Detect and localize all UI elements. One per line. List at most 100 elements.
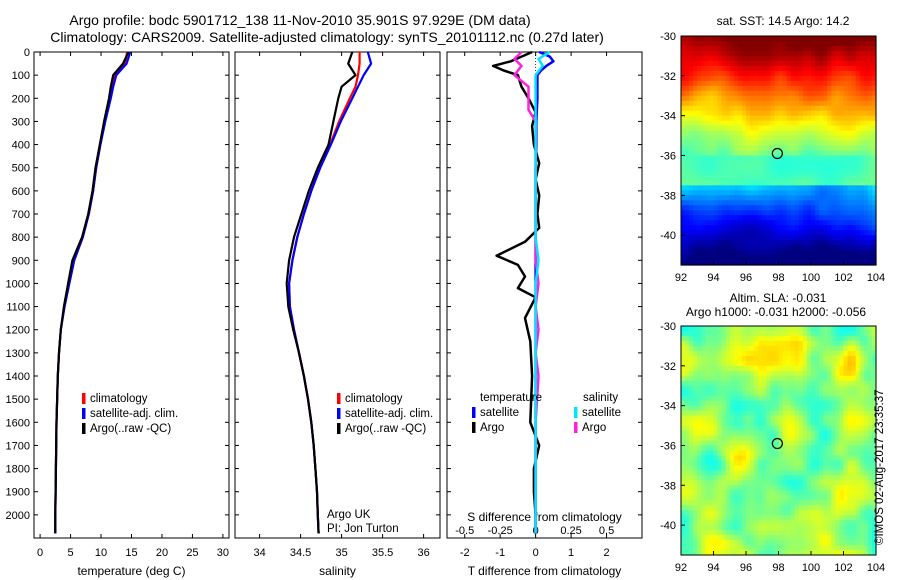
sla-map-cell [786, 435, 792, 442]
sla-map-cell [863, 465, 869, 471]
sla-map-cell [815, 326, 820, 332]
sst-map-cell [811, 255, 816, 261]
sst-map-cell [819, 200, 824, 206]
sla-map-cell [717, 480, 723, 486]
sst-map-cell [843, 36, 849, 42]
sla-map-cell [717, 460, 723, 466]
sst-map-cell [774, 235, 780, 241]
sla-map-cell [729, 515, 735, 521]
sla-map-cell [798, 345, 804, 352]
sst-map-cell [851, 160, 857, 167]
sla-map-cell [835, 485, 841, 491]
sla-map-cell [827, 355, 832, 362]
sst-map-cell [697, 155, 702, 162]
sst-map-cell [758, 40, 763, 47]
sla-map-cell [847, 390, 853, 397]
difference-temperature-argo-line [491, 50, 541, 534]
sla-map-cell [750, 360, 755, 367]
sst-map-cell [871, 205, 877, 211]
sst-map-cell [871, 100, 877, 107]
sst-map-cell [741, 40, 747, 47]
sst-map-cell [705, 195, 711, 201]
sst-map-cell [750, 55, 755, 62]
sst-map-cell [851, 185, 857, 191]
sst-map-cell [685, 235, 690, 241]
sla-map-cell [802, 445, 808, 452]
sst-map-cell [754, 75, 759, 82]
sla-map-cell [701, 525, 706, 531]
sst-map-cell [750, 260, 755, 266]
sst-map-cell [766, 135, 771, 142]
sst-map-cell [786, 50, 792, 57]
sla-map-cell [831, 445, 836, 452]
sla-map-cell [693, 500, 698, 506]
sst-map-cell [811, 50, 816, 57]
sst-map-cell [827, 85, 832, 92]
sla-map-cell [741, 520, 747, 526]
sla-map-cell [871, 375, 877, 382]
sla-map-cell [693, 430, 698, 437]
sla-map-cell [705, 465, 711, 471]
sst-map-cell [839, 195, 845, 201]
sst-map-cell [819, 95, 824, 102]
depth-ytick-label: 300 [12, 116, 30, 128]
depth-ytick-label: 1900 [6, 487, 30, 499]
sla-map-cell [701, 460, 706, 466]
sst-map-cell [827, 110, 832, 117]
sla-map-cell [733, 520, 739, 526]
sst-map-cell [713, 65, 719, 72]
salinity-climatology-line [288, 52, 361, 534]
sst-map-cell [725, 60, 731, 67]
sst-map-cell [823, 160, 828, 167]
sla-map-cell [794, 465, 800, 471]
sst-map-cell [713, 135, 719, 142]
sla-map-cell [754, 495, 759, 501]
sla-map-cell [839, 335, 845, 342]
sst-map-cell [725, 160, 731, 167]
sla-map-cell [754, 480, 759, 486]
sst-map-cell [725, 36, 731, 42]
sla-map-cell [863, 326, 869, 332]
sst-map-cell [790, 190, 796, 196]
sla-map-cell [774, 500, 780, 506]
temperature-xtick-label: 10 [95, 547, 107, 559]
sst-map-cell [713, 85, 719, 92]
sla-map-cell [733, 415, 739, 422]
sst-map-cell [778, 105, 784, 112]
sst-map-cell [750, 195, 755, 201]
sla-map-cell [794, 485, 800, 491]
sla-map-cell [778, 445, 784, 452]
sla-map-cell [831, 460, 836, 466]
sla-map-cell [871, 465, 877, 471]
sst-map-cell [754, 150, 759, 157]
sla-map-cell [713, 495, 719, 501]
sla-map-cell [689, 415, 694, 422]
sst-map-cell [782, 190, 788, 196]
sst-map-cell [721, 200, 727, 206]
sst-map-cell [782, 185, 788, 191]
sst-map-cell [811, 180, 816, 186]
sst-map-cell [758, 220, 763, 226]
sla-map-cell [871, 360, 877, 367]
sla-map-cell [827, 490, 832, 496]
sst-map-cell [729, 255, 735, 261]
sst-map-cell [835, 95, 841, 102]
sst-map-cell [859, 180, 865, 186]
sst-map-cell [758, 180, 763, 186]
sst-map-cell [697, 85, 702, 92]
sst-map-cell [827, 40, 832, 47]
sst-map-cell [839, 155, 845, 162]
sla-map-cell [855, 415, 861, 422]
sla-map-cell [811, 490, 816, 496]
sla-map-cell [863, 470, 869, 476]
sla-map-cell [831, 510, 836, 516]
sla-map-xtick-label: 102 [834, 562, 852, 574]
sla-map-cell [790, 495, 796, 501]
sst-map-cell [725, 150, 731, 157]
sst-map-cell [697, 80, 702, 87]
sla-map-cell [774, 385, 780, 392]
sla-map-cell [689, 490, 694, 496]
sst-map-cell [831, 190, 836, 196]
sst-map-cell [835, 225, 841, 231]
sst-map-cell [725, 230, 731, 236]
